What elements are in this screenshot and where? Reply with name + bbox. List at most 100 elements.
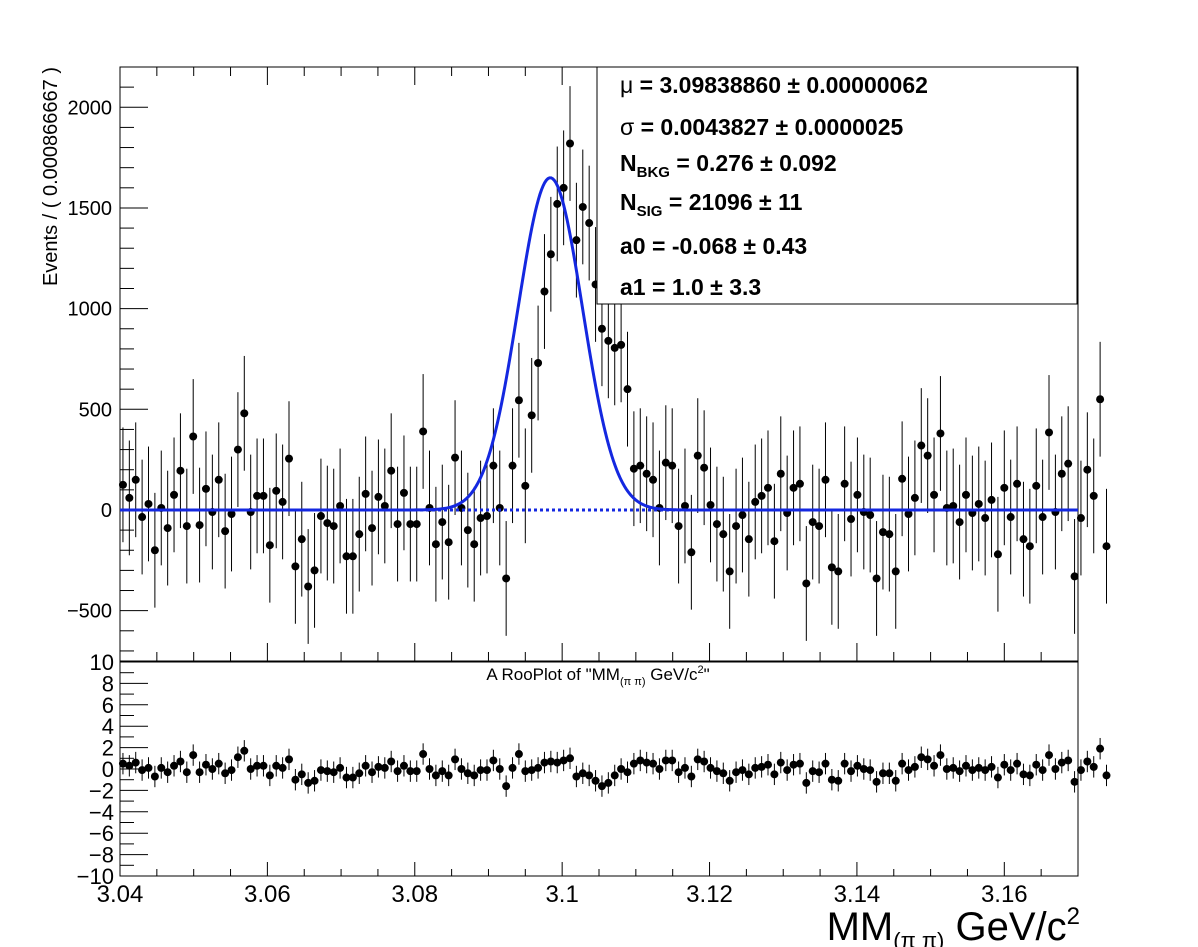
pull-point-marker	[834, 776, 843, 785]
pull-point	[534, 757, 543, 779]
pull-point-marker	[380, 763, 389, 772]
pull-point	[253, 755, 262, 777]
pull-point	[968, 759, 977, 781]
data-point	[904, 456, 913, 572]
pull-point-marker	[821, 759, 830, 768]
data-point	[195, 467, 204, 583]
pull-point	[514, 743, 523, 765]
data-point	[182, 468, 191, 584]
data-point	[1057, 416, 1066, 532]
x-tick-label: 3.04	[97, 881, 144, 908]
main-y-tick-label: 1500	[68, 198, 113, 220]
data-point-marker	[597, 324, 606, 333]
data-point-marker	[553, 199, 562, 208]
data-point-marker	[566, 139, 575, 148]
data-point-marker	[936, 429, 945, 438]
pull-point-marker	[514, 750, 523, 759]
data-point-marker	[764, 483, 773, 492]
pull-point	[419, 743, 428, 765]
pull-data-points	[118, 737, 1111, 797]
data-point	[802, 526, 811, 641]
pull-point-marker	[961, 761, 970, 770]
data-point-marker	[387, 466, 396, 475]
pull-point-marker	[680, 763, 689, 772]
pull-point-marker	[693, 755, 702, 764]
data-point-marker	[572, 236, 581, 245]
data-point-marker	[227, 510, 236, 519]
pull-point	[316, 759, 325, 781]
data-point	[502, 521, 511, 636]
data-point-marker	[904, 510, 913, 519]
pull-point	[572, 765, 581, 788]
pull-point-marker	[348, 773, 357, 782]
data-point-marker	[1057, 469, 1066, 478]
pull-point-marker	[636, 756, 645, 765]
data-point-marker	[949, 501, 958, 510]
data-point	[157, 450, 166, 566]
data-point-marker	[489, 461, 498, 470]
data-point-marker	[776, 469, 785, 478]
pull-y-tick-label: 6	[102, 693, 114, 718]
pull-point	[310, 770, 319, 792]
data-point	[661, 405, 670, 521]
pull-point	[719, 762, 728, 784]
pull-point-marker	[827, 775, 836, 784]
data-point-marker	[380, 501, 389, 510]
data-point-marker	[853, 490, 862, 499]
pull-point-marker	[661, 756, 670, 765]
pull-point-marker	[930, 761, 939, 770]
data-point-marker	[661, 458, 670, 467]
data-point	[265, 487, 274, 603]
pull-point-marker	[291, 775, 300, 784]
data-point-marker	[610, 343, 619, 352]
data-point-marker	[674, 522, 683, 531]
data-point-marker	[885, 530, 894, 539]
pull-point-marker	[859, 765, 868, 773]
data-point	[680, 448, 689, 564]
data-point	[553, 146, 562, 262]
data-point	[431, 486, 440, 602]
data-point-marker	[431, 540, 440, 549]
data-point-marker	[355, 530, 364, 539]
pull-point	[342, 766, 351, 789]
fit-total-curve	[120, 176, 1078, 512]
pull-point	[265, 764, 274, 787]
param-a0: a0 = -0.068 ± 0.43	[620, 233, 807, 259]
data-point	[527, 357, 536, 473]
data-point	[610, 290, 619, 406]
data-point-marker	[738, 511, 747, 520]
data-point	[891, 514, 900, 629]
data-point	[961, 437, 970, 553]
pull-point-marker	[393, 767, 402, 776]
pull-point	[738, 759, 747, 781]
pull-point	[393, 760, 402, 782]
pull-point	[304, 772, 313, 794]
data-point-marker	[827, 563, 836, 572]
pull-point	[1006, 759, 1015, 781]
data-point	[776, 416, 785, 532]
data-point	[1089, 438, 1098, 554]
pull-point-marker	[253, 761, 262, 770]
pull-point	[725, 770, 734, 792]
pull-point	[617, 758, 626, 780]
pull-point	[508, 757, 517, 779]
data-point	[489, 408, 498, 524]
pull-point	[482, 759, 491, 781]
pull-point	[764, 754, 773, 776]
pull-point-marker	[840, 759, 849, 768]
data-point	[221, 473, 230, 589]
data-point	[981, 460, 990, 576]
data-point-marker	[470, 540, 479, 549]
data-point-marker	[1013, 479, 1022, 488]
pull-point-marker	[310, 776, 319, 785]
pull-point	[157, 757, 166, 779]
pull-point-marker	[597, 782, 606, 791]
pull-point-marker	[502, 782, 511, 791]
pull-point	[993, 766, 1002, 789]
pull-point-marker	[751, 763, 760, 772]
pull-point	[1051, 758, 1060, 780]
data-point-marker	[910, 493, 919, 502]
data-point	[521, 428, 530, 544]
data-point	[1006, 459, 1015, 575]
pull-y-tick-label: −6	[89, 821, 114, 846]
